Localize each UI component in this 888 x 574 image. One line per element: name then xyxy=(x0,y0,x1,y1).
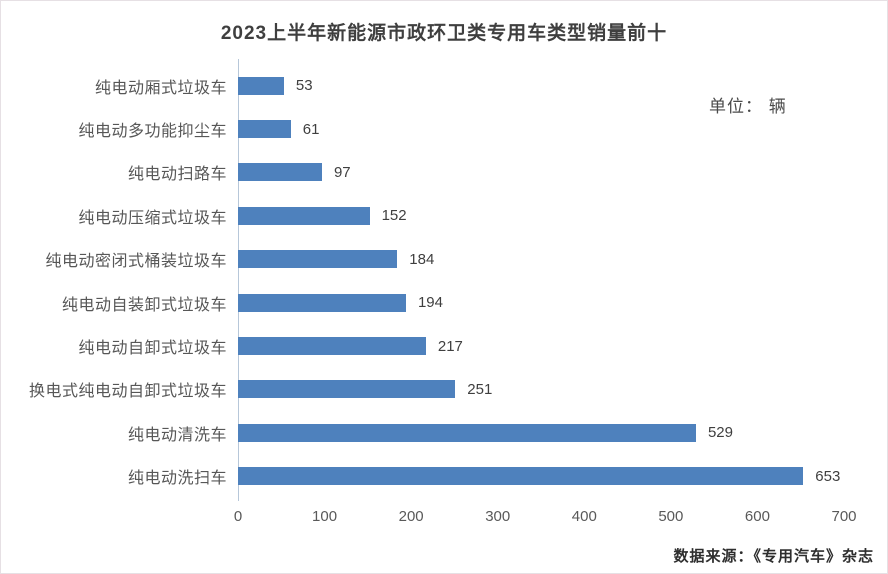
x-axis-tick-label: 500 xyxy=(658,508,684,525)
bar-row: 纯电动扫路车 97 xyxy=(1,151,887,194)
chart-title: 2023上半年新能源市政环卫类专用车类型销量前十 xyxy=(220,23,668,44)
bar-row: 纯电动自卸式垃圾车 217 xyxy=(1,324,887,367)
category-label: 纯电动扫路车 xyxy=(127,166,227,184)
bar xyxy=(238,337,426,356)
bar xyxy=(238,206,370,225)
value-label: 653 xyxy=(815,467,841,485)
data-source-label: 数据来源：《专用汽车》杂志 xyxy=(669,544,878,567)
bar-row: 纯电动压缩式垃圾车 152 xyxy=(1,194,887,237)
bar xyxy=(238,380,456,399)
bar-row: 纯电动清洗车 529 xyxy=(1,411,887,454)
bar xyxy=(238,76,284,95)
bar-row: 纯电动密闭式桶装垃圾车 184 xyxy=(1,238,887,281)
x-axis-tick-label: 200 xyxy=(398,508,424,525)
bar-row: 纯电动多功能抑尘车 61 xyxy=(1,107,887,150)
category-label: 纯电动洗扫车 xyxy=(127,470,227,488)
value-label: 194 xyxy=(417,294,443,312)
category-label: 换电式纯电动自卸式垃圾车 xyxy=(28,383,227,401)
bar-track: 53 xyxy=(238,76,844,95)
unit-label: 单位： 辆 xyxy=(709,97,787,116)
bar-row: 纯电动厢式垃圾车 53 xyxy=(1,64,887,107)
category-label: 纯电动自装卸式垃圾车 xyxy=(61,296,227,314)
category-label: 纯电动自卸式垃圾车 xyxy=(78,340,227,358)
category-label: 纯电动多功能抑尘车 xyxy=(78,123,227,141)
value-label: 251 xyxy=(467,380,493,398)
category-label: 纯电动密闭式桶装垃圾车 xyxy=(45,253,227,271)
x-axis-tick-label: 600 xyxy=(744,508,770,525)
value-label: 217 xyxy=(437,337,463,355)
category-label: 纯电动清洗车 xyxy=(127,426,227,444)
bar-track: 529 xyxy=(238,423,844,442)
bar-track: 97 xyxy=(238,163,844,182)
bar xyxy=(238,467,804,486)
value-label: 61 xyxy=(302,120,320,138)
bar-track: 251 xyxy=(238,380,844,399)
x-axis-tick-label: 700 xyxy=(831,508,857,525)
bar-track: 152 xyxy=(238,206,844,225)
bar-chart: 纯电动厢式垃圾车 53 纯电动多功能抑尘车 61 纯电动扫路车 97 纯电动压缩… xyxy=(1,59,887,525)
value-label: 152 xyxy=(381,207,407,225)
bar xyxy=(238,120,291,139)
value-label: 529 xyxy=(707,424,733,442)
bar-track: 184 xyxy=(238,250,844,269)
x-axis-tick-label: 300 xyxy=(485,508,511,525)
bar-rows: 纯电动厢式垃圾车 53 纯电动多功能抑尘车 61 纯电动扫路车 97 纯电动压缩… xyxy=(1,64,887,498)
bar-track: 217 xyxy=(238,337,844,356)
value-label: 184 xyxy=(409,250,435,268)
y-axis-line xyxy=(238,59,239,501)
category-label: 纯电动压缩式垃圾车 xyxy=(78,209,227,227)
bar xyxy=(238,163,322,182)
x-axis-tick-label: 0 xyxy=(233,508,243,525)
bar-track: 653 xyxy=(238,467,844,486)
bar-row: 纯电动自装卸式垃圾车 194 xyxy=(1,281,887,324)
x-axis-tick-label: 400 xyxy=(571,508,597,525)
x-axis-tick-label: 100 xyxy=(312,508,338,525)
bar-row: 纯电动洗扫车 653 xyxy=(1,455,887,498)
value-label: 53 xyxy=(295,77,313,95)
category-label: 纯电动厢式垃圾车 xyxy=(94,79,227,97)
bar-track: 61 xyxy=(238,120,844,139)
bar-track: 194 xyxy=(238,293,844,312)
value-label: 97 xyxy=(333,163,351,181)
bar xyxy=(238,293,406,312)
bar-row: 换电式纯电动自卸式垃圾车 251 xyxy=(1,368,887,411)
x-axis: 0 100 200 300 400 500 600 700 xyxy=(234,508,857,530)
bar xyxy=(238,423,696,442)
bar xyxy=(238,250,398,269)
